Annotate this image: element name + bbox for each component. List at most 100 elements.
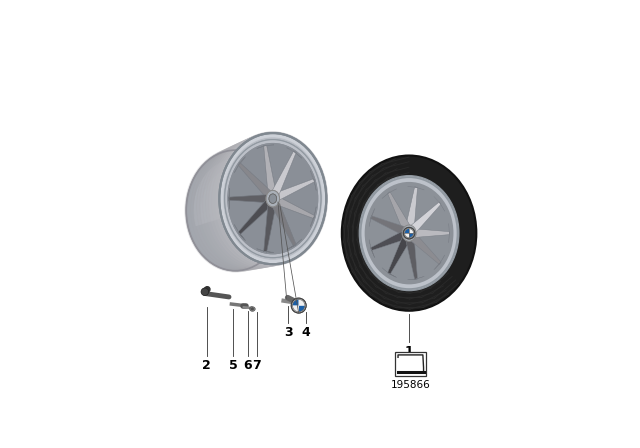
- Polygon shape: [369, 216, 371, 227]
- Polygon shape: [257, 145, 267, 149]
- Polygon shape: [257, 145, 267, 149]
- Polygon shape: [406, 187, 417, 228]
- Polygon shape: [234, 224, 240, 234]
- Polygon shape: [314, 207, 316, 219]
- Polygon shape: [201, 155, 261, 224]
- Circle shape: [201, 288, 209, 296]
- Polygon shape: [276, 197, 314, 219]
- Text: 2: 2: [202, 359, 211, 372]
- Polygon shape: [294, 239, 302, 246]
- Text: 1: 1: [404, 345, 413, 358]
- Wedge shape: [292, 306, 299, 312]
- Text: 195866: 195866: [391, 380, 431, 391]
- Polygon shape: [415, 276, 424, 280]
- Polygon shape: [234, 163, 240, 173]
- FancyBboxPatch shape: [396, 352, 426, 376]
- Ellipse shape: [225, 140, 321, 258]
- Polygon shape: [272, 151, 296, 195]
- Polygon shape: [310, 171, 315, 181]
- Polygon shape: [314, 179, 316, 190]
- Polygon shape: [387, 189, 397, 193]
- Ellipse shape: [252, 308, 253, 310]
- Polygon shape: [228, 197, 230, 209]
- Polygon shape: [294, 239, 302, 246]
- Ellipse shape: [360, 177, 458, 289]
- Polygon shape: [415, 187, 424, 190]
- Polygon shape: [382, 192, 390, 198]
- Polygon shape: [276, 179, 314, 200]
- Ellipse shape: [269, 194, 276, 203]
- Polygon shape: [276, 179, 314, 200]
- Ellipse shape: [227, 143, 318, 254]
- Polygon shape: [287, 148, 296, 153]
- Polygon shape: [238, 232, 246, 241]
- Ellipse shape: [365, 182, 454, 284]
- Polygon shape: [264, 204, 276, 252]
- Polygon shape: [371, 208, 375, 219]
- Polygon shape: [287, 148, 296, 153]
- Polygon shape: [272, 202, 296, 246]
- Ellipse shape: [227, 143, 318, 254]
- Wedge shape: [404, 233, 409, 238]
- Ellipse shape: [250, 307, 253, 309]
- Polygon shape: [439, 202, 445, 211]
- Polygon shape: [264, 145, 274, 146]
- Ellipse shape: [266, 190, 280, 207]
- Polygon shape: [287, 245, 296, 250]
- Polygon shape: [264, 146, 276, 194]
- Polygon shape: [314, 207, 316, 219]
- Polygon shape: [439, 255, 445, 264]
- Ellipse shape: [225, 140, 321, 258]
- Polygon shape: [272, 151, 296, 195]
- Text: 3: 3: [284, 326, 292, 339]
- Polygon shape: [388, 236, 410, 274]
- Polygon shape: [238, 157, 246, 165]
- Polygon shape: [414, 229, 449, 237]
- Polygon shape: [294, 151, 302, 158]
- Ellipse shape: [342, 155, 476, 311]
- Polygon shape: [229, 194, 268, 202]
- Polygon shape: [264, 145, 274, 146]
- Circle shape: [403, 228, 415, 239]
- Polygon shape: [234, 163, 240, 173]
- Polygon shape: [388, 192, 410, 231]
- Polygon shape: [228, 188, 230, 200]
- Polygon shape: [387, 273, 397, 277]
- Ellipse shape: [269, 194, 276, 203]
- Ellipse shape: [359, 176, 459, 291]
- Circle shape: [291, 298, 306, 313]
- Polygon shape: [310, 216, 315, 227]
- Polygon shape: [186, 134, 316, 271]
- Polygon shape: [408, 186, 417, 187]
- Polygon shape: [193, 146, 259, 226]
- Wedge shape: [404, 228, 409, 233]
- Polygon shape: [310, 216, 315, 227]
- Text: 7: 7: [252, 359, 261, 372]
- Polygon shape: [434, 197, 441, 204]
- Polygon shape: [238, 232, 246, 241]
- Polygon shape: [294, 151, 302, 158]
- Polygon shape: [234, 224, 240, 234]
- Polygon shape: [310, 171, 315, 181]
- Polygon shape: [434, 262, 441, 270]
- Wedge shape: [292, 299, 299, 306]
- Polygon shape: [449, 232, 450, 243]
- Polygon shape: [314, 179, 316, 190]
- Polygon shape: [371, 231, 406, 250]
- Polygon shape: [228, 197, 230, 209]
- Polygon shape: [229, 194, 268, 202]
- Polygon shape: [238, 163, 272, 198]
- Polygon shape: [410, 233, 441, 264]
- Ellipse shape: [250, 307, 255, 311]
- Text: 5: 5: [228, 359, 237, 372]
- Polygon shape: [272, 202, 296, 246]
- Polygon shape: [371, 216, 406, 235]
- Polygon shape: [408, 279, 417, 280]
- Wedge shape: [299, 306, 305, 312]
- Text: 6: 6: [244, 359, 252, 372]
- Polygon shape: [264, 146, 276, 194]
- Polygon shape: [257, 249, 267, 252]
- Polygon shape: [410, 202, 441, 233]
- Polygon shape: [238, 157, 246, 165]
- Polygon shape: [382, 268, 390, 275]
